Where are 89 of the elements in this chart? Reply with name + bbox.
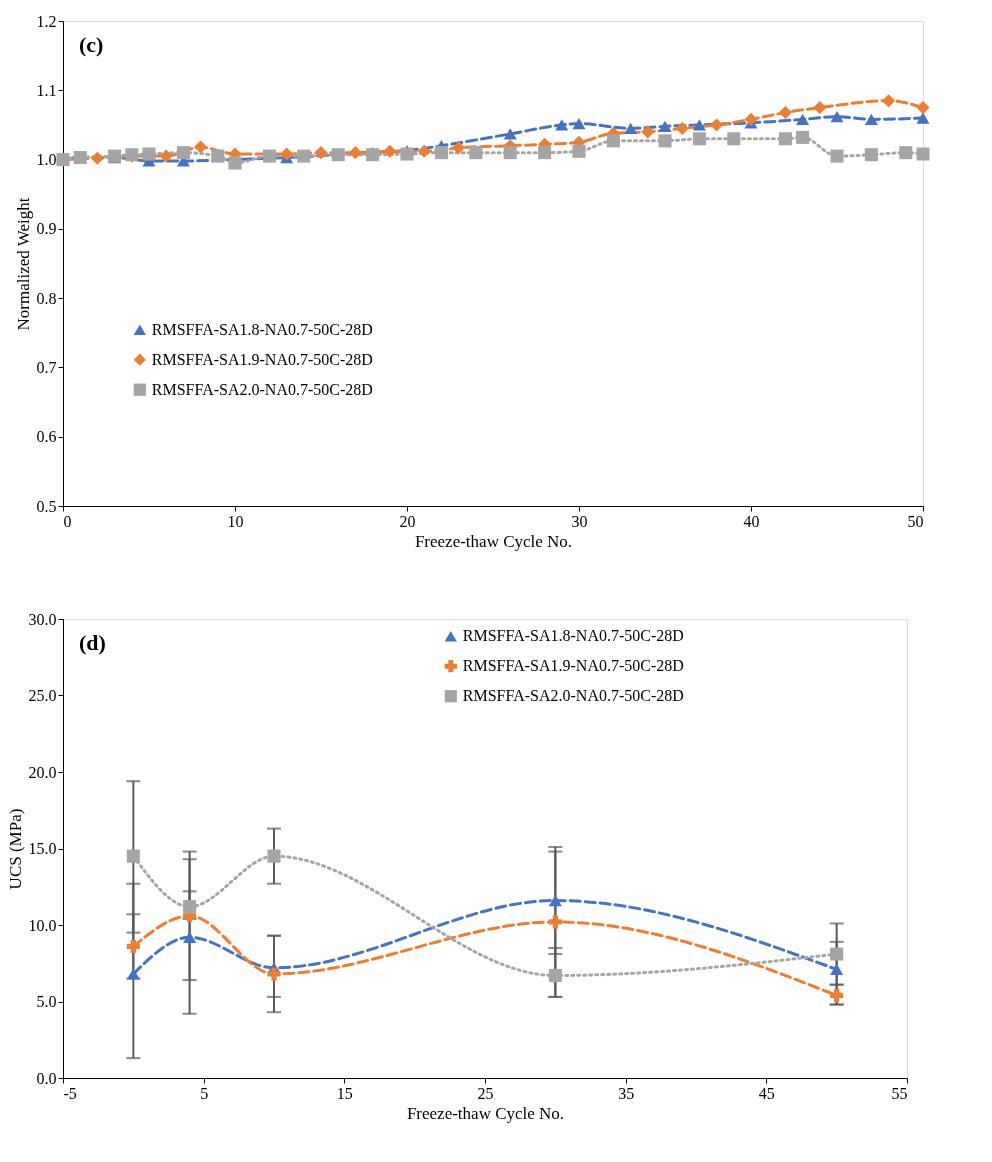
x-axis-title: Freeze-thaw Cycle No.	[406, 1103, 565, 1123]
legend-label: RMSFFA-SA2.0-NA0.7-50C-28D	[151, 380, 373, 398]
y-axis-title: Normalized Weight	[13, 197, 33, 331]
point	[452, 141, 466, 155]
x-tick-label: -5	[63, 1084, 77, 1102]
point	[211, 149, 225, 163]
point	[434, 146, 448, 160]
x-tick-label: 10	[227, 512, 244, 530]
point	[90, 151, 104, 165]
point	[796, 130, 810, 144]
point	[469, 146, 483, 160]
point	[744, 112, 758, 126]
point	[142, 147, 156, 161]
y-tick-label: 0.0	[36, 1069, 57, 1087]
y-tick-label: 0.9	[36, 220, 57, 238]
legend-label: RMSFFA-SA1.8-NA0.7-50C-28D	[151, 320, 373, 338]
y-tick-label: 5.0	[36, 993, 57, 1010]
point	[555, 119, 569, 131]
point	[899, 146, 913, 160]
point	[778, 132, 792, 146]
point	[658, 134, 672, 148]
y-tick-label: 0.7	[36, 358, 57, 376]
point	[503, 128, 517, 140]
x-tick-label: 40	[743, 512, 760, 530]
y-tick-label: 0.8	[36, 289, 57, 307]
x-tick-label: 30	[571, 512, 588, 530]
point	[692, 132, 706, 146]
point	[228, 156, 242, 170]
point	[606, 134, 620, 148]
point	[864, 148, 878, 162]
y-tick-label: 1.2	[36, 12, 57, 30]
point	[314, 146, 328, 160]
point	[882, 94, 896, 108]
y-tick-label: 20.0	[28, 763, 57, 781]
x-tick-label: 0	[63, 512, 72, 530]
y-tick-label: 25.0	[28, 687, 57, 704]
point	[727, 132, 741, 146]
point	[796, 113, 810, 126]
point	[417, 144, 431, 158]
point	[280, 147, 294, 161]
point	[813, 101, 827, 115]
point	[830, 110, 844, 123]
point	[624, 122, 638, 135]
point	[778, 105, 792, 119]
y-tick-label: 30.0	[28, 610, 57, 628]
annotation: (d)	[79, 630, 106, 655]
x-tick-label: 50	[907, 512, 924, 530]
point	[194, 140, 208, 154]
x-tick-label: 35	[618, 1084, 635, 1102]
point	[400, 147, 414, 161]
legend-label: RMSFFA-SA1.8-NA0.7-50C-28D	[462, 627, 684, 645]
point	[658, 120, 672, 132]
point	[916, 101, 930, 115]
legend-label: RMSFFA-SA1.9-NA0.7-50C-28D	[462, 657, 684, 675]
point	[503, 146, 517, 160]
point	[641, 125, 655, 139]
point	[297, 149, 311, 163]
point	[383, 144, 397, 158]
legend-label: RMSFFA-SA1.9-NA0.7-50C-28D	[151, 350, 373, 368]
point	[916, 147, 930, 161]
y-tick-label: 1.0	[36, 151, 57, 169]
point	[176, 146, 190, 160]
legend-label: RMSFFA-SA2.0-NA0.7-50C-28D	[462, 687, 684, 705]
x-axis-title: Freeze-thaw Cycle No.	[414, 531, 573, 551]
x-tick-label: 45	[758, 1084, 775, 1102]
y-axis-title: UCS (MPa)	[5, 808, 25, 890]
point	[916, 112, 930, 124]
y-tick-label: 0.5	[36, 497, 57, 515]
point	[830, 149, 844, 163]
x-tick-label: 55	[891, 1084, 908, 1102]
point	[572, 144, 586, 158]
x-tick-label: 15	[336, 1084, 353, 1102]
point	[159, 149, 173, 163]
point	[538, 146, 552, 160]
point	[675, 121, 689, 135]
y-tick-label: 0.6	[36, 428, 57, 446]
y-tick-label: 15.0	[28, 840, 57, 857]
point	[864, 113, 878, 126]
y-tick-label: 10.0	[28, 916, 57, 934]
annotation: (c)	[79, 32, 104, 57]
point	[692, 119, 706, 131]
y-tick-label: 1.1	[36, 81, 57, 99]
point	[710, 118, 724, 132]
point	[572, 117, 586, 130]
point	[262, 149, 276, 163]
x-tick-label: 25	[477, 1084, 494, 1102]
x-tick-label: 20	[399, 512, 416, 530]
x-tick-label: 5	[200, 1084, 209, 1102]
point	[348, 146, 362, 160]
